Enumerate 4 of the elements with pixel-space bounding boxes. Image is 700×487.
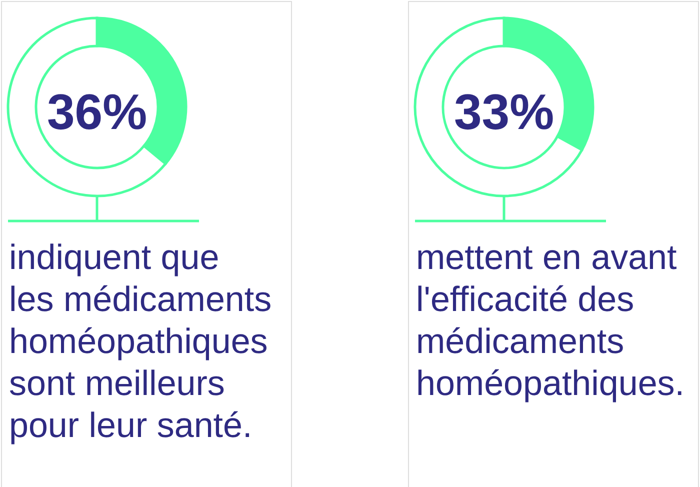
text: mettent en avant l'efficacité des médicaments homéopathiques.: [416, 238, 685, 403]
text: 36%: [46, 84, 148, 140]
text: 33%: [454, 84, 554, 140]
text: indiquent que les médicaments homéopathiques sont meilleurs pour leur santé.: [9, 238, 272, 445]
